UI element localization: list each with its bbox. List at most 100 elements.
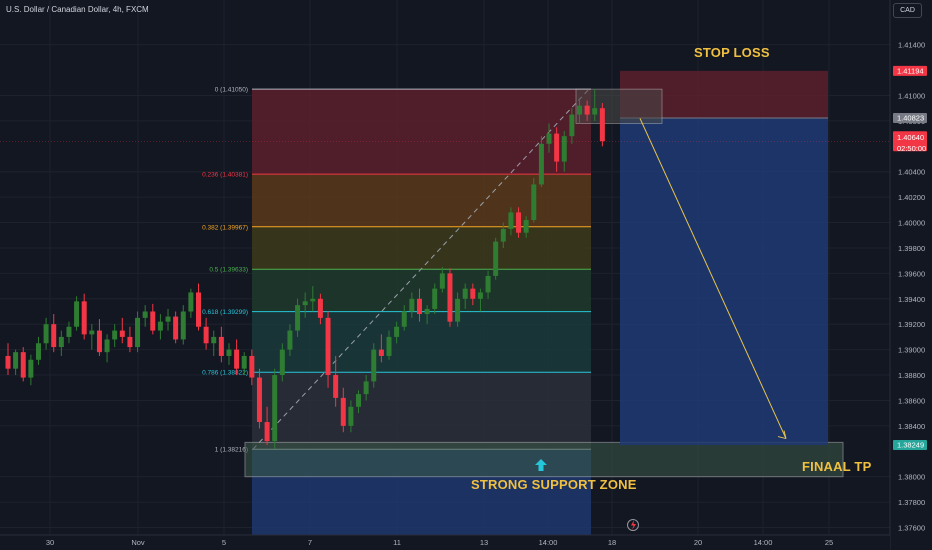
candle-body: [58, 336, 64, 348]
candle-body: [89, 330, 95, 335]
candle-body: [203, 326, 209, 344]
candle-body: [432, 288, 438, 309]
alert-icon: [627, 519, 639, 531]
candle-body: [523, 220, 529, 233]
fib-zone-0.382: [252, 226, 591, 270]
candle-body: [119, 330, 125, 337]
candle-body: [218, 336, 224, 356]
y-tick-label: 1.39600: [898, 269, 925, 278]
x-tick-label: 14:00: [754, 538, 773, 547]
candle-body: [424, 308, 430, 315]
candle-body: [516, 212, 522, 233]
candle-body: [394, 326, 400, 337]
currency-button[interactable]: CAD: [893, 3, 922, 18]
x-tick-label: Nov: [131, 538, 145, 547]
candle-body: [340, 397, 346, 426]
candle-body: [439, 273, 445, 289]
candle-body: [104, 339, 110, 353]
candle-body: [531, 184, 537, 221]
candle-body: [485, 275, 491, 293]
x-tick-label: 18: [608, 538, 616, 547]
projection-arrow: [639, 118, 787, 439]
candle-body: [66, 326, 72, 337]
stop-loss-label: STOP LOSS: [694, 45, 770, 60]
current-price-tag-bg: [893, 131, 927, 152]
candle-body: [74, 301, 80, 327]
x-tick-label: 5: [222, 538, 226, 547]
candle-body: [295, 305, 301, 331]
candle-body: [378, 349, 384, 356]
candle-body: [5, 355, 11, 369]
fib-label-0.618: 0.618 (1.39299): [202, 309, 248, 316]
candle-body: [28, 359, 34, 378]
candle-body: [584, 105, 590, 115]
y-tick-label: 1.39800: [898, 244, 925, 253]
x-tick-label: 7: [308, 538, 312, 547]
candle-body: [196, 292, 201, 327]
candle-body: [455, 298, 461, 322]
fib-label-0.382: 0.382 (1.39967): [202, 224, 248, 231]
candle-body: [310, 298, 316, 302]
fib-label-0.236: 0.236 (1.40381): [202, 172, 248, 179]
candle-body: [279, 349, 285, 376]
candle-body: [150, 311, 156, 331]
candle-body: [462, 288, 468, 299]
stop-price-tag-bg: [893, 65, 927, 76]
candle-body: [333, 375, 339, 398]
y-tick-label: 1.39000: [898, 346, 925, 355]
target-price-tag: 1.38249: [897, 441, 924, 450]
y-tick-label: 1.38000: [898, 473, 925, 482]
candle-body: [35, 343, 41, 360]
support-zone-label: STRONG SUPPORT ZONE: [471, 477, 637, 492]
candle-body: [470, 288, 476, 299]
y-tick-label: 1.40200: [898, 193, 925, 202]
symbol-title: U.S. Dollar / Canadian Dollar, 4h, FXCM: [6, 5, 149, 14]
y-tick-label: 1.37800: [898, 498, 925, 507]
candle-body: [180, 311, 186, 340]
candle-body: [599, 108, 605, 142]
fib-zone-0.618: [252, 311, 591, 373]
y-tick-label: 1.38400: [898, 422, 925, 431]
candle-body: [348, 406, 354, 426]
candle-body: [592, 108, 598, 115]
x-tick-label: 13: [480, 538, 488, 547]
candle-body: [493, 241, 499, 276]
y-tick-label: 1.38800: [898, 371, 925, 380]
candle-body: [477, 292, 483, 299]
fib-label-0: 0 (1.41050): [215, 87, 248, 94]
y-tick-label: 1.38600: [898, 396, 925, 405]
top-highlight-box: [575, 88, 663, 124]
candle-body: [569, 114, 575, 137]
candle-body: [363, 381, 369, 395]
candle-body: [371, 349, 377, 382]
final-tp-label: FINAAL TP: [802, 459, 872, 474]
candle-body: [127, 336, 133, 348]
x-tick-label: 30: [46, 538, 54, 547]
candle-body: [173, 316, 179, 340]
y-tick-label: 1.41000: [898, 92, 925, 101]
candle-body: [96, 330, 102, 353]
candle-body: [211, 336, 217, 344]
x-tick-label: 20: [694, 538, 702, 547]
fib-zone-0: [252, 89, 591, 175]
projection-arrowhead: [777, 430, 787, 440]
stop-price-tag: 1.41194: [897, 66, 924, 75]
candle-body: [135, 317, 141, 348]
y-axis-panel: [890, 0, 932, 550]
candle-body: [241, 355, 247, 369]
candle-body: [325, 317, 331, 376]
candle-body: [256, 377, 262, 423]
x-tick-label: 11: [393, 538, 401, 547]
candle-body: [51, 324, 57, 348]
candle-body: [249, 355, 255, 378]
candle-body: [500, 228, 506, 242]
candle-body: [157, 321, 163, 331]
candle-body: [386, 336, 392, 356]
fib-label-1: 1 (1.38216): [215, 447, 248, 454]
x-tick-label: 14:00: [539, 538, 558, 547]
fib-trend-line: [252, 88, 590, 450]
candle-body: [447, 273, 453, 322]
candle-body: [538, 143, 544, 185]
candle-body: [577, 105, 582, 115]
